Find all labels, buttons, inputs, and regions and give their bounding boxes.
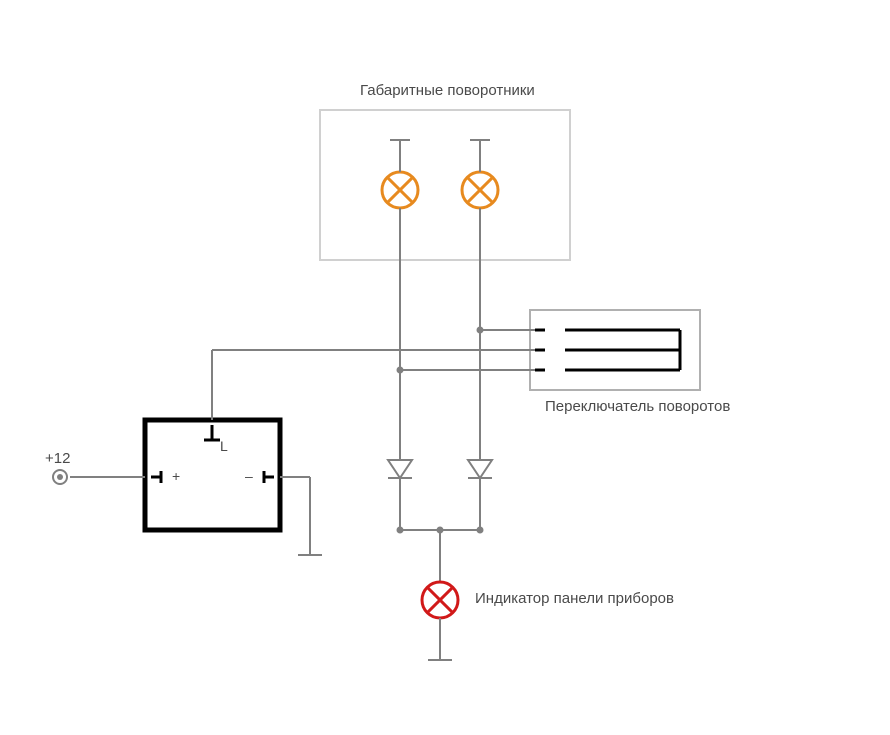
relay-l-label: L <box>220 438 228 454</box>
power-in-label: +12 <box>45 450 70 467</box>
schematic-svg <box>0 0 890 735</box>
relay-minus-label: – <box>245 468 253 484</box>
turn-switch-label: Переключатель поворотов <box>545 398 730 415</box>
dash-indicator-label: Индикатор панели приборов <box>475 590 674 607</box>
schematic-canvas: Габаритные поворотники Переключатель пов… <box>0 0 890 735</box>
relay-plus-label: + <box>172 468 180 484</box>
turn-lights-label: Габаритные поворотники <box>360 82 535 99</box>
